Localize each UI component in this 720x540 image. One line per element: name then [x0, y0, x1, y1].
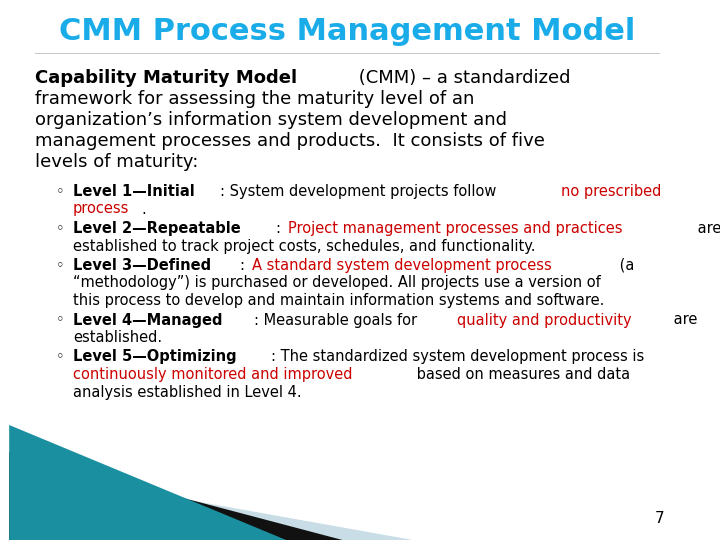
Text: are: are	[693, 221, 720, 236]
Polygon shape	[9, 468, 413, 540]
Text: no prescribed: no prescribed	[561, 184, 661, 199]
Polygon shape	[9, 452, 343, 540]
Text: ◦: ◦	[56, 184, 65, 199]
Text: .: .	[141, 201, 146, 217]
Text: : System development projects follow: : System development projects follow	[220, 184, 502, 199]
Text: are: are	[669, 313, 697, 327]
Text: :: :	[276, 221, 286, 236]
Text: levels of maturity:: levels of maturity:	[35, 153, 199, 171]
Text: A standard system development process: A standard system development process	[252, 258, 552, 273]
Text: established.: established.	[73, 330, 162, 345]
Text: framework for assessing the maturity level of an: framework for assessing the maturity lev…	[35, 90, 475, 108]
Text: organization’s information system development and: organization’s information system develo…	[35, 111, 508, 129]
Text: CMM Process Management Model: CMM Process Management Model	[59, 17, 635, 46]
Text: Level 5—Optimizing: Level 5—Optimizing	[73, 349, 237, 364]
Text: ◦: ◦	[56, 313, 65, 327]
Text: (a: (a	[615, 258, 634, 273]
Text: : The standardized system development process is: : The standardized system development pr…	[271, 349, 644, 364]
Text: (CMM) – a standardized: (CMM) – a standardized	[353, 69, 570, 87]
Text: ◦: ◦	[56, 349, 65, 364]
Text: :: :	[240, 258, 250, 273]
Text: ◦: ◦	[56, 258, 65, 273]
Polygon shape	[9, 425, 286, 540]
Text: Capability Maturity Model: Capability Maturity Model	[35, 69, 297, 87]
Text: this process to develop and maintain information systems and software.: this process to develop and maintain inf…	[73, 293, 604, 308]
Text: Level 3—Defined: Level 3—Defined	[73, 258, 211, 273]
Text: analysis established in Level 4.: analysis established in Level 4.	[73, 384, 302, 400]
Text: “methodology”) is purchased or developed. All projects use a version of: “methodology”) is purchased or developed…	[73, 275, 600, 291]
Text: Level 1—Initial: Level 1—Initial	[73, 184, 195, 199]
Text: continuously monitored and improved: continuously monitored and improved	[73, 367, 353, 382]
Text: : Measurable goals for: : Measurable goals for	[254, 313, 422, 327]
Text: established to track project costs, schedules, and functionality.: established to track project costs, sche…	[73, 239, 536, 253]
Text: 7: 7	[654, 511, 665, 526]
Text: management processes and products.  It consists of five: management processes and products. It co…	[35, 132, 545, 150]
Text: Project management processes and practices: Project management processes and practic…	[288, 221, 622, 236]
Text: quality and productivity: quality and productivity	[457, 313, 632, 327]
Text: Level 4—Managed: Level 4—Managed	[73, 313, 222, 327]
Text: based on measures and data: based on measures and data	[412, 367, 630, 382]
Text: ◦: ◦	[56, 221, 65, 236]
Text: Level 2—Repeatable: Level 2—Repeatable	[73, 221, 240, 236]
Text: process: process	[73, 201, 130, 217]
